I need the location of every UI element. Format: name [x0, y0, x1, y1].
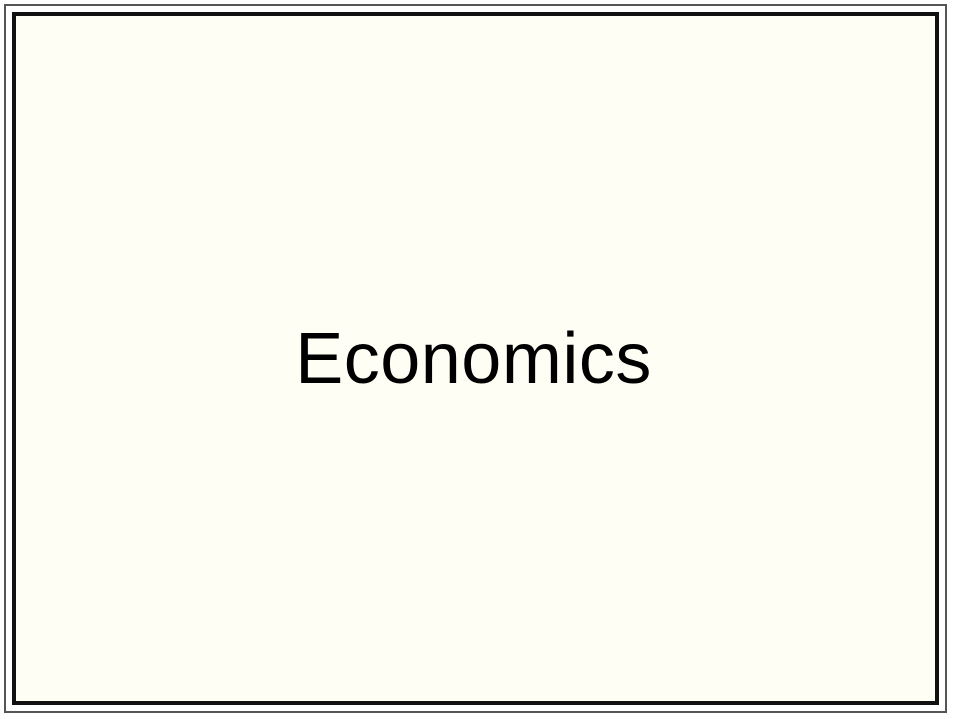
slide-canvas: Economics — [12, 12, 939, 705]
slide-title: Economics — [295, 318, 652, 399]
title-placeholder: Economics — [181, 211, 766, 506]
slide-outer-frame: Economics — [4, 4, 947, 713]
